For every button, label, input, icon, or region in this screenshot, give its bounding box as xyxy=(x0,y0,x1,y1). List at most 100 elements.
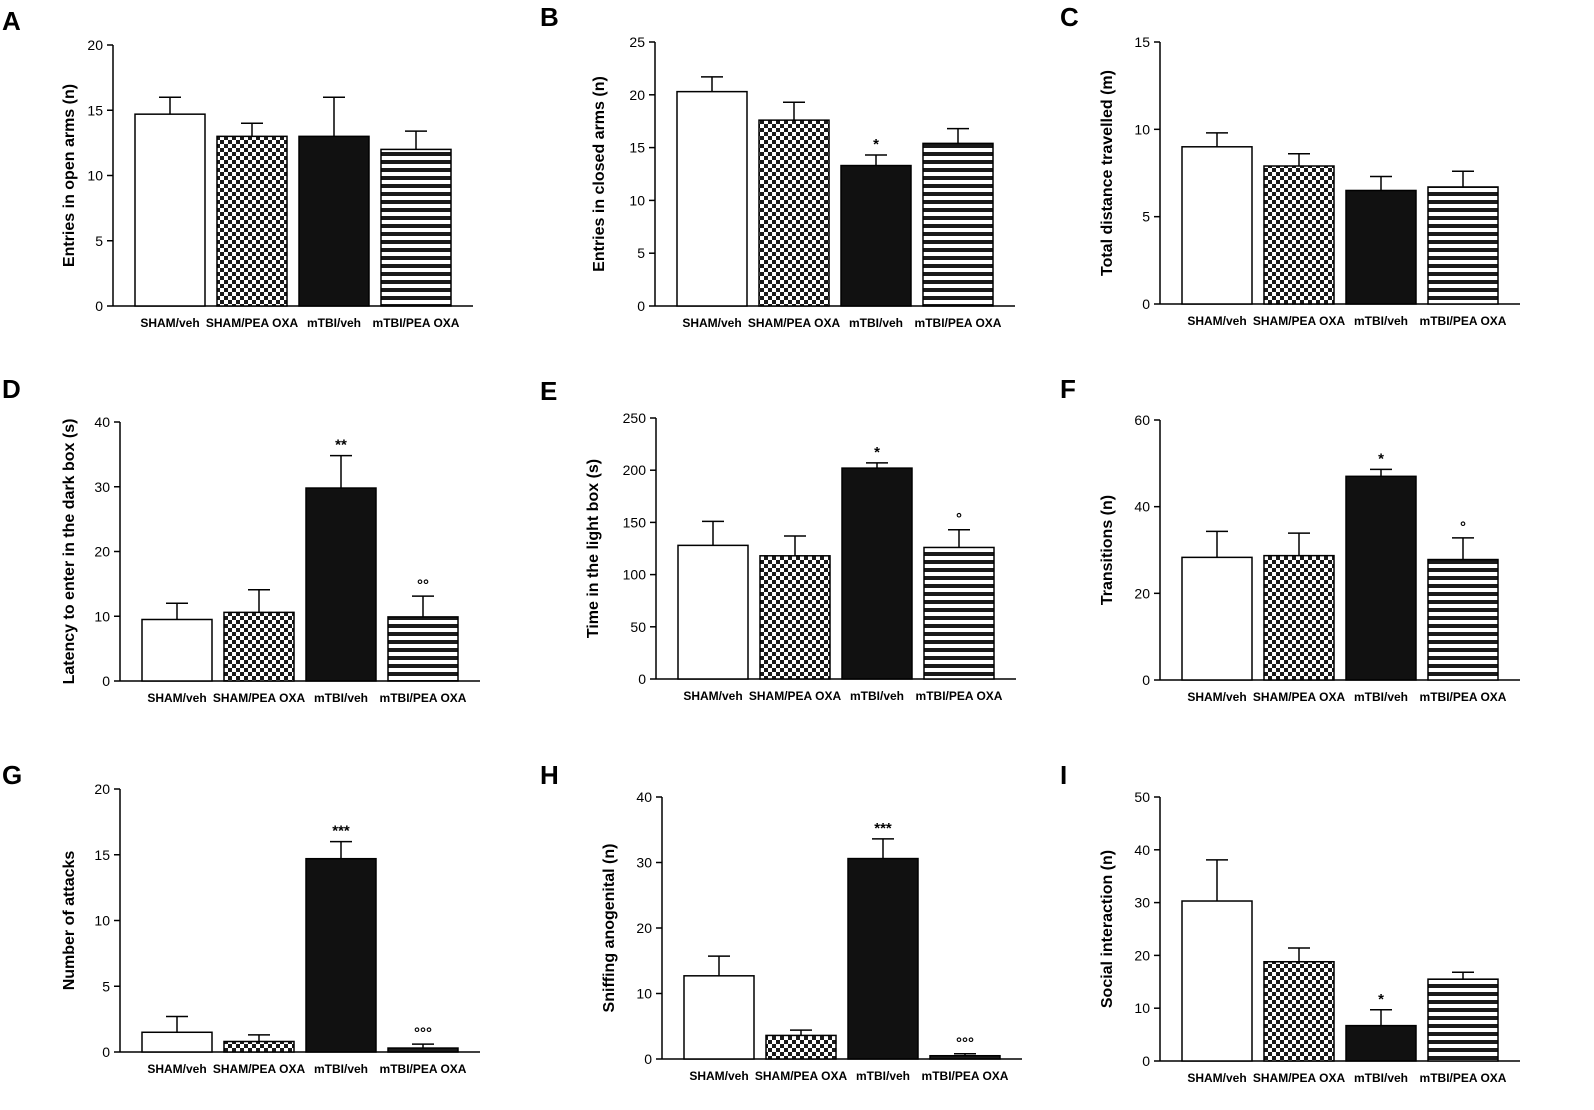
category-label: mTBI/veh xyxy=(1354,1071,1408,1085)
panel-letter: I xyxy=(1060,760,1067,790)
significance-label: *** xyxy=(332,823,350,840)
y-tick-label: 0 xyxy=(102,1044,110,1060)
panel-letter: H xyxy=(540,760,559,790)
chart-panel-g: G 0 5 10 15 20 Number of attacks SHAM/veh SHAM/P… xyxy=(2,760,480,1076)
bar xyxy=(134,113,206,307)
panel-letter: A xyxy=(2,6,21,36)
bar xyxy=(929,1054,1001,1060)
category-label: mTBI/PEA OXA xyxy=(380,691,467,705)
significance-label: * xyxy=(874,444,880,461)
bar xyxy=(676,90,748,307)
bar xyxy=(759,555,831,680)
bar xyxy=(1263,960,1335,1062)
bar xyxy=(298,135,370,307)
panel-letter: D xyxy=(2,374,21,404)
significance-label: ** xyxy=(335,437,347,454)
panel-letter: G xyxy=(2,760,22,790)
y-tick-label: 30 xyxy=(94,479,110,495)
category-label: mTBI/veh xyxy=(314,691,368,705)
bar xyxy=(380,148,452,307)
y-tick-label: 10 xyxy=(1134,121,1150,137)
y-tick-label: 50 xyxy=(1134,789,1150,805)
bar xyxy=(1427,186,1499,305)
bar xyxy=(923,546,995,680)
category-label: SHAM/PEA OXA xyxy=(206,316,299,330)
category-label: mTBI/PEA OXA xyxy=(380,1062,467,1076)
y-tick-label: 0 xyxy=(644,1051,652,1067)
bar xyxy=(387,1047,459,1053)
panel-letter: E xyxy=(540,376,557,406)
category-label: mTBI/PEA OXA xyxy=(1420,1071,1507,1085)
category-label: mTBI/PEA OXA xyxy=(373,316,460,330)
y-tick-label: 100 xyxy=(623,567,647,583)
category-label: SHAM/veh xyxy=(147,691,206,705)
bar xyxy=(223,611,295,682)
y-axis-label: Latency to enter in the dark box (s) xyxy=(61,419,78,685)
category-label: mTBI/PEA OXA xyxy=(922,1069,1009,1083)
y-tick-label: 25 xyxy=(629,34,645,50)
category-label: SHAM/veh xyxy=(140,316,199,330)
bar xyxy=(141,1031,213,1053)
panel-letter: B xyxy=(540,2,559,32)
bar xyxy=(1345,1024,1417,1062)
y-tick-label: 0 xyxy=(637,298,645,314)
y-axis-label: Total distance travelled (m) xyxy=(1099,70,1116,276)
category-label: SHAM/veh xyxy=(1187,690,1246,704)
y-tick-label: 0 xyxy=(1142,296,1150,312)
category-label: SHAM/veh xyxy=(682,316,741,330)
panel-letter: C xyxy=(1060,2,1079,32)
y-tick-label: 20 xyxy=(636,920,652,936)
bar xyxy=(1263,165,1335,305)
y-axis-label: Sniffing anogenital (n) xyxy=(601,844,618,1013)
y-tick-label: 40 xyxy=(94,414,110,430)
y-tick-label: 20 xyxy=(1134,947,1150,963)
bar xyxy=(216,135,288,307)
y-tick-label: 10 xyxy=(1134,1000,1150,1016)
y-tick-label: 30 xyxy=(636,855,652,871)
y-tick-label: 10 xyxy=(94,608,110,624)
y-tick-label: 150 xyxy=(623,514,647,530)
y-tick-label: 0 xyxy=(95,298,103,314)
bar xyxy=(847,857,919,1060)
category-label: SHAM/PEA OXA xyxy=(748,316,841,330)
category-label: SHAM/veh xyxy=(147,1062,206,1076)
bar xyxy=(683,975,755,1060)
y-tick-label: 40 xyxy=(1134,842,1150,858)
chart-panel-e: E 0 50 100 150 200 250 Time in the light box (s… xyxy=(540,376,1016,703)
category-label: mTBI/PEA OXA xyxy=(1420,690,1507,704)
category-label: SHAM/veh xyxy=(1187,314,1246,328)
category-label: SHAM/PEA OXA xyxy=(1253,1071,1346,1085)
significance-label: °°° xyxy=(414,1025,432,1042)
y-tick-label: 0 xyxy=(102,673,110,689)
category-label: SHAM/veh xyxy=(689,1069,748,1083)
y-tick-label: 15 xyxy=(629,140,645,156)
bar xyxy=(1427,558,1499,681)
y-tick-label: 30 xyxy=(1134,895,1150,911)
y-tick-label: 40 xyxy=(1134,499,1150,515)
chart-panel-c: C 0 5 10 15 Total distance travelled (m) SHAM/… xyxy=(1060,2,1520,328)
y-axis-label: Time in the light box (s) xyxy=(585,459,602,638)
y-tick-label: 5 xyxy=(1142,209,1150,225)
category-label: SHAM/PEA OXA xyxy=(213,1062,306,1076)
y-tick-label: 200 xyxy=(623,462,647,478)
y-tick-label: 10 xyxy=(636,986,652,1002)
category-label: SHAM/PEA OXA xyxy=(213,691,306,705)
significance-label: ° xyxy=(1460,519,1466,536)
bar xyxy=(1181,146,1253,305)
chart-panel-f: F 0 20 40 60 Transitions (n) SHAM/veh SHAM/PEA … xyxy=(1060,374,1520,704)
y-tick-label: 60 xyxy=(1134,412,1150,428)
bar xyxy=(758,119,830,307)
y-tick-label: 5 xyxy=(637,245,645,261)
category-label: mTBI/veh xyxy=(856,1069,910,1083)
bar xyxy=(1181,556,1253,681)
bar xyxy=(1427,978,1499,1062)
category-label: mTBI/veh xyxy=(850,689,904,703)
category-label: SHAM/veh xyxy=(683,689,742,703)
category-label: SHAM/PEA OXA xyxy=(1253,314,1346,328)
bar xyxy=(1345,189,1417,305)
chart-panel-h: H 0 10 20 30 40 Sniffing anogenital (n) SHAM/ve… xyxy=(540,760,1022,1083)
category-label: SHAM/PEA OXA xyxy=(749,689,842,703)
y-tick-label: 50 xyxy=(630,619,646,635)
category-label: mTBI/veh xyxy=(1354,314,1408,328)
